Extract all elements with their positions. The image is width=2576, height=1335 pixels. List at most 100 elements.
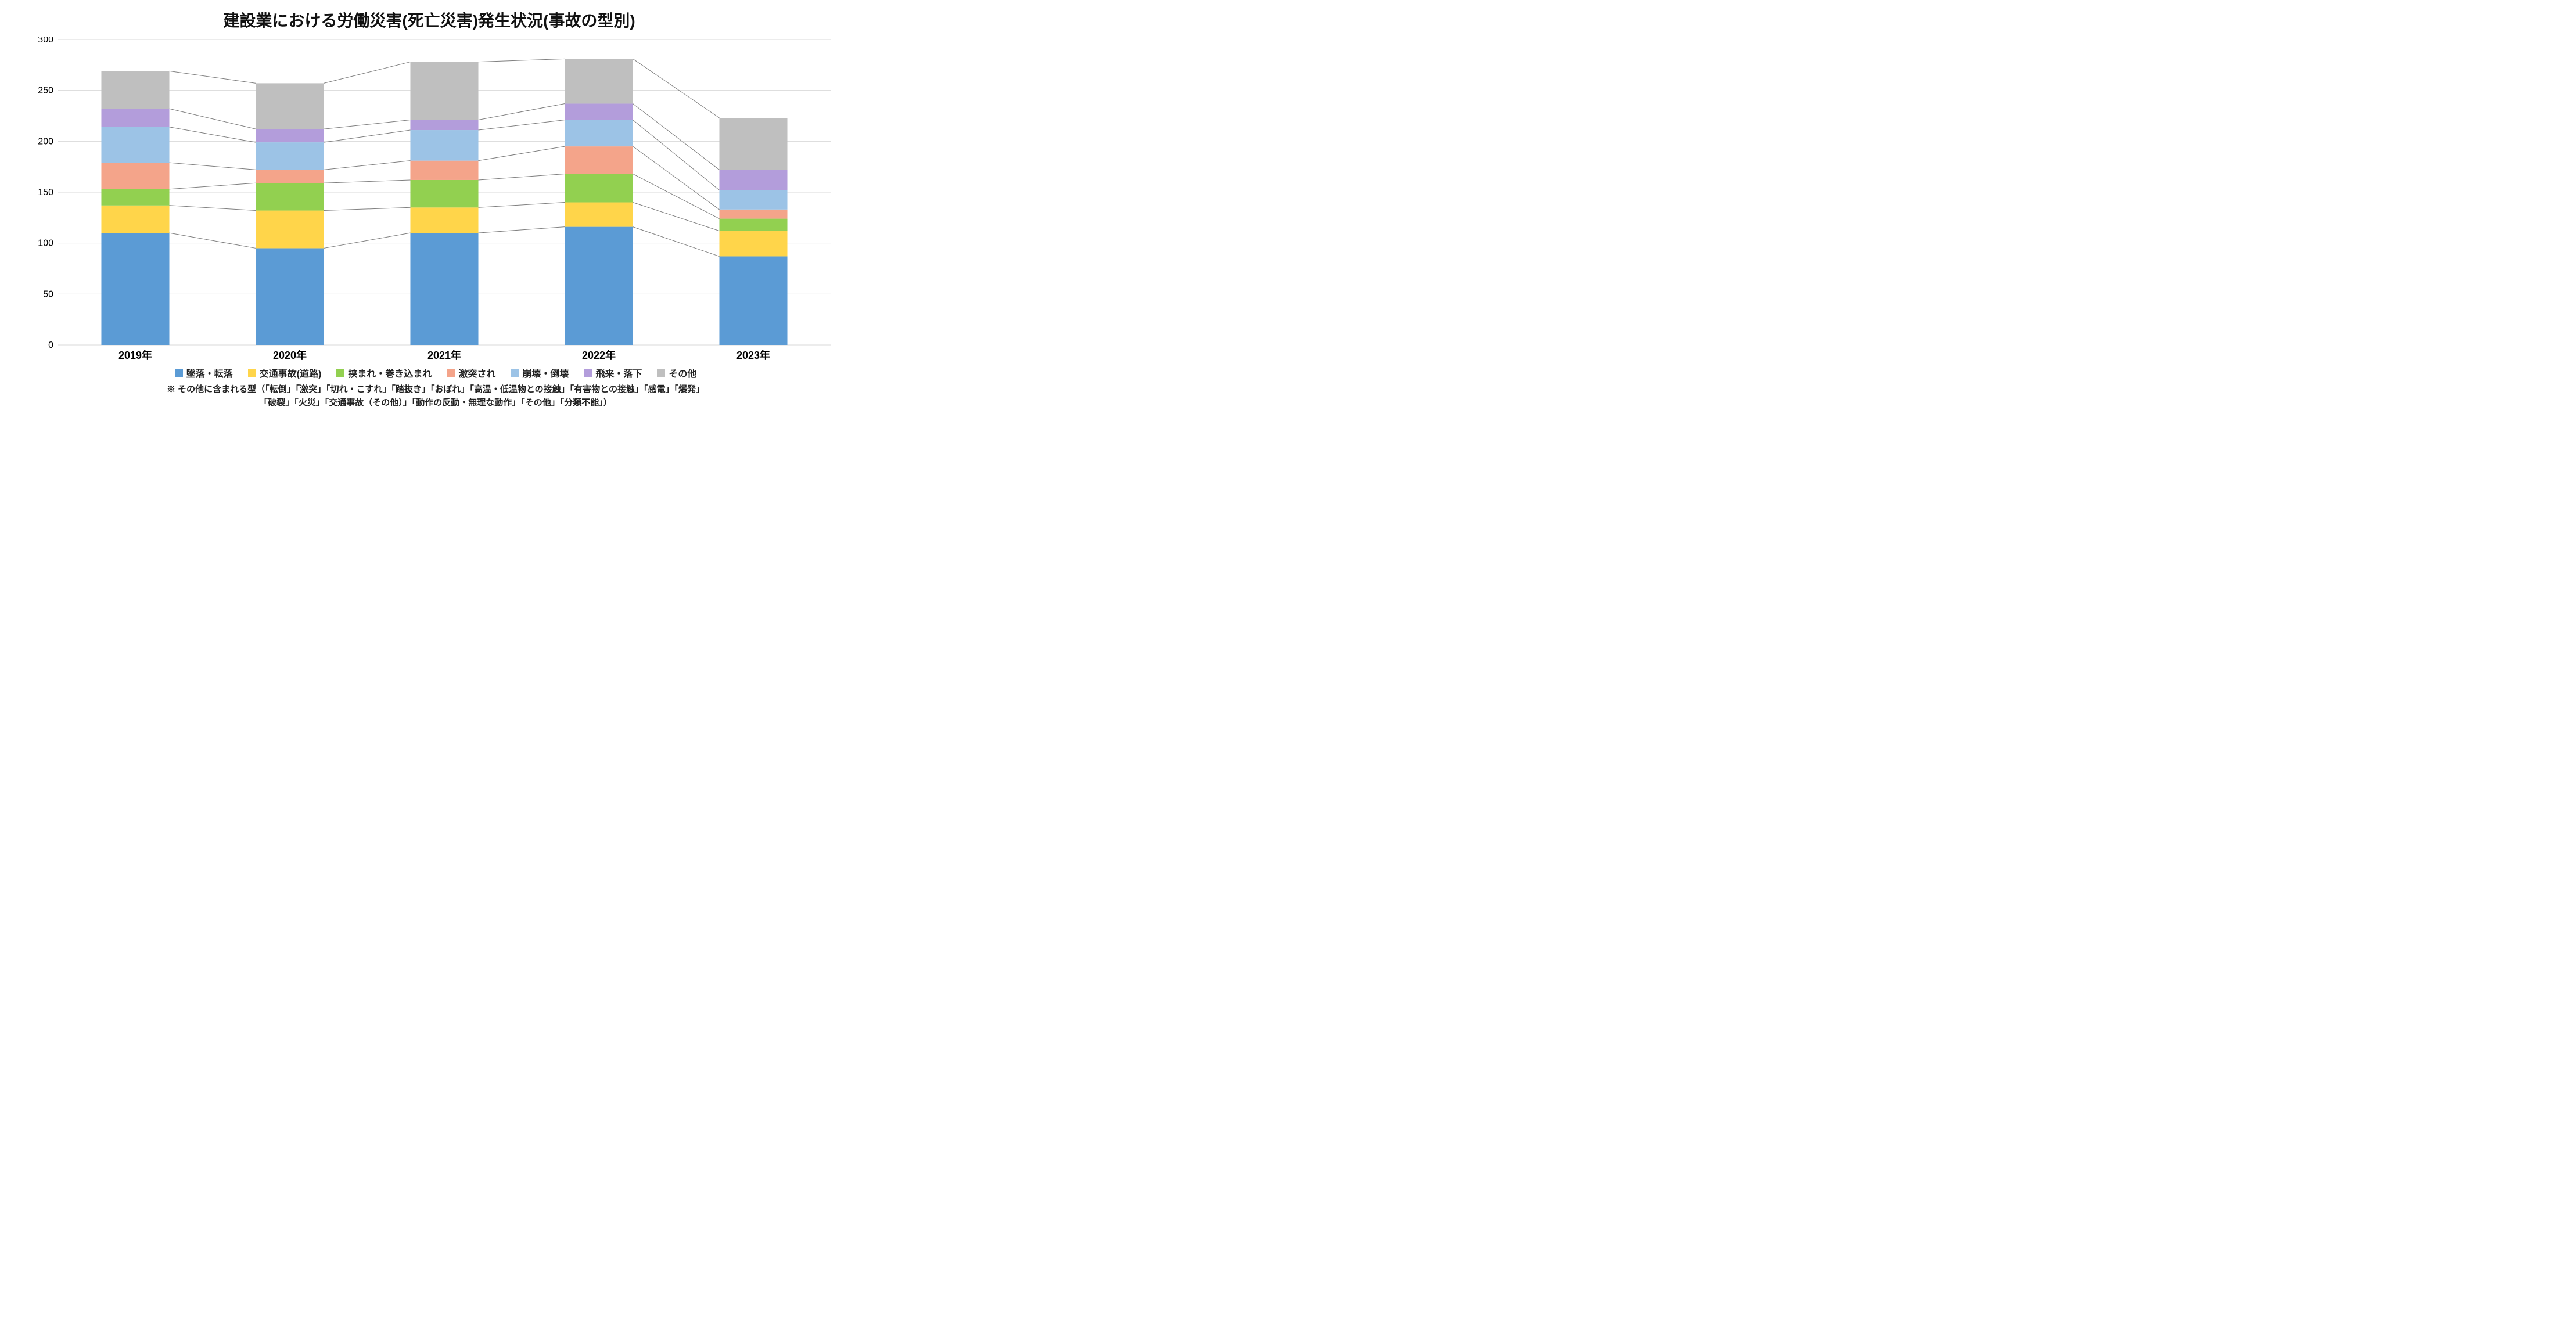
chart-container: 建設業における労働災害(死亡災害)発生状況(事故の型別) 0 50 100 150 20… <box>0 0 858 445</box>
connector-line <box>170 109 256 129</box>
bar-segment-flying <box>101 109 169 127</box>
connector-line <box>479 227 565 233</box>
legend-swatch <box>336 369 344 377</box>
legend-label: 激突され <box>458 366 495 380</box>
connector-line <box>479 203 565 208</box>
connector-line <box>324 233 411 248</box>
bar-segment-collapse <box>256 142 324 170</box>
bar-segment-struck <box>565 146 633 174</box>
bar-segment-struck <box>256 170 324 183</box>
bar-segment-flying <box>719 170 787 190</box>
connector-line <box>170 233 256 248</box>
legend-item-traffic: 交通事故(道路) <box>248 366 322 380</box>
connector-line <box>633 174 720 218</box>
bar-segment-traffic <box>410 207 478 233</box>
bar-segment-caught <box>410 180 478 207</box>
connector-line <box>479 146 565 161</box>
legend-label: 飛来・落下 <box>595 366 642 380</box>
svg-text:2023年: 2023年 <box>736 349 770 361</box>
bar-segment-fall <box>101 233 169 345</box>
bar-segment-traffic <box>101 206 169 233</box>
bar-segment-struck <box>719 210 787 219</box>
legend-swatch <box>248 369 256 377</box>
connector-line <box>170 127 256 142</box>
chart-legend: 墜落・転落 交通事故(道路) 挟まれ・巻き込まれ 激突され 崩壊・倒壊 飛来・落下 その他 <box>35 366 836 383</box>
bar-segment-other <box>101 71 169 109</box>
legend-item-other: その他 <box>657 366 696 380</box>
bar-segment-traffic <box>565 203 633 227</box>
footnote-line: 「破裂」「火災」「交通事故（その他）」「動作の反動・無理な動作」「その他」「分類… <box>35 397 836 410</box>
legend-label: その他 <box>669 366 696 380</box>
bar-segment-other <box>256 83 324 129</box>
svg-text:50: 50 <box>43 289 53 299</box>
footnote-line: ※ その他に含まれる型（「転倒」「激突」「切れ・こすれ」「踏抜き」「おぼれ」「高… <box>35 383 836 397</box>
legend-item-caught: 挟まれ・巻き込まれ <box>336 366 432 380</box>
connector-line <box>479 174 565 180</box>
connector-line <box>633 146 720 210</box>
connector-line <box>324 120 411 129</box>
legend-swatch <box>657 369 665 377</box>
bar-segment-fall <box>410 233 478 345</box>
connector-line <box>633 59 720 118</box>
legend-item-struck: 激突され <box>447 366 495 380</box>
legend-label: 交通事故(道路) <box>260 366 322 380</box>
bar-segment-struck <box>410 161 478 180</box>
svg-text:2020年: 2020年 <box>273 349 307 361</box>
svg-text:2022年: 2022年 <box>582 349 616 361</box>
connector-line <box>170 183 256 189</box>
legend-label: 墜落・転落 <box>186 366 233 380</box>
bar-segment-collapse <box>719 190 787 209</box>
connector-line <box>324 130 411 142</box>
connector-line <box>633 120 720 190</box>
connector-line <box>633 203 720 231</box>
svg-text:150: 150 <box>38 188 53 197</box>
svg-text:250: 250 <box>38 86 53 96</box>
legend-swatch <box>584 369 592 377</box>
connector-line <box>479 120 565 131</box>
bar-segment-struck <box>101 163 169 189</box>
bar-segment-fall <box>256 248 324 345</box>
svg-text:0: 0 <box>48 340 53 350</box>
chart-footnote: ※ その他に含まれる型（「転倒」「激突」「切れ・こすれ」「踏抜き」「おぼれ」「高… <box>35 383 836 409</box>
legend-item-flying: 飛来・落下 <box>584 366 642 380</box>
connector-line <box>479 103 565 120</box>
legend-item-collapse: 崩壊・倒壊 <box>511 366 569 380</box>
legend-item-fall: 墜落・転落 <box>175 366 233 380</box>
connector-line <box>170 206 256 211</box>
legend-swatch <box>511 369 519 377</box>
bar-segment-other <box>565 59 633 103</box>
svg-text:2021年: 2021年 <box>427 349 461 361</box>
connector-line <box>479 59 565 62</box>
legend-swatch <box>175 369 183 377</box>
connector-line <box>324 62 411 84</box>
legend-label: 崩壊・倒壊 <box>522 366 569 380</box>
chart-plot: 0 50 100 150 200 250 300 2019年 2020年 2021年 2022年 20… <box>35 37 836 362</box>
connector-line <box>324 207 411 210</box>
bar-segment-flying <box>565 103 633 120</box>
legend-swatch <box>447 369 455 377</box>
bar-segment-caught <box>719 219 787 231</box>
bar-segment-flying <box>256 129 324 142</box>
bar-segment-traffic <box>719 231 787 257</box>
bar-segment-other <box>410 62 478 120</box>
bar-segment-collapse <box>101 127 169 163</box>
svg-text:100: 100 <box>38 239 53 249</box>
connector-line <box>170 163 256 170</box>
svg-text:300: 300 <box>38 37 53 45</box>
bar-segment-collapse <box>565 120 633 147</box>
svg-text:200: 200 <box>38 136 53 146</box>
connector-line <box>170 71 256 83</box>
bar-segment-caught <box>565 174 633 202</box>
bar-segment-caught <box>101 189 169 206</box>
bar-segment-caught <box>256 183 324 210</box>
svg-text:2019年: 2019年 <box>118 349 152 361</box>
bar-segment-other <box>719 118 787 170</box>
bar-segment-collapse <box>410 130 478 161</box>
connector-line <box>633 227 720 257</box>
chart-title: 建設業における労働災害(死亡災害)発生状況(事故の型別) <box>0 0 858 31</box>
connector-line <box>324 180 411 183</box>
bar-segment-fall <box>719 256 787 345</box>
bar-segment-flying <box>410 120 478 131</box>
bar-segment-traffic <box>256 211 324 249</box>
connector-line <box>633 103 720 170</box>
